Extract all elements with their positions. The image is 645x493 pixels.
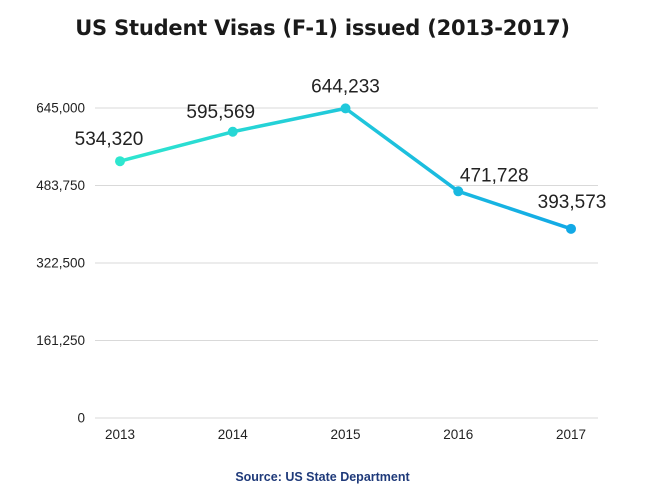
x-axis-tick-labels: 2013 2014 2015 2016 2017	[105, 427, 586, 442]
y-tick-label: 0	[77, 411, 85, 426]
data-label: 595,569	[186, 102, 255, 123]
data-point	[340, 103, 351, 114]
y-tick-label: 322,500	[36, 256, 85, 271]
y-tick-label: 161,250	[36, 333, 85, 348]
x-tick-label: 2017	[556, 427, 586, 442]
data-label: 644,233	[311, 76, 380, 97]
data-label: 471,728	[460, 165, 529, 186]
chart-source: Source: US State Department	[235, 470, 410, 484]
x-tick-label: 2015	[330, 427, 360, 442]
data-point	[566, 223, 576, 234]
y-tick-label: 645,000	[36, 101, 85, 116]
data-label: 393,573	[538, 192, 607, 213]
chart-title: US Student Visas (F-1) issued (2013-2017…	[75, 16, 570, 40]
data-point	[115, 156, 125, 167]
y-axis-tick-labels: 0 161,250 322,500 483,750 645,000	[36, 101, 85, 426]
grid-lines	[95, 107, 598, 419]
data-point	[227, 126, 238, 137]
data-label: 534,320	[75, 129, 144, 150]
data-points	[115, 103, 576, 234]
x-tick-label: 2016	[443, 427, 473, 442]
data-point	[453, 186, 464, 197]
x-tick-label: 2014	[218, 427, 249, 442]
y-tick-label: 483,750	[36, 178, 85, 193]
data-labels: 534,320 595,569 644,233 471,728 393,573	[75, 76, 607, 212]
x-tick-label: 2013	[105, 427, 135, 442]
